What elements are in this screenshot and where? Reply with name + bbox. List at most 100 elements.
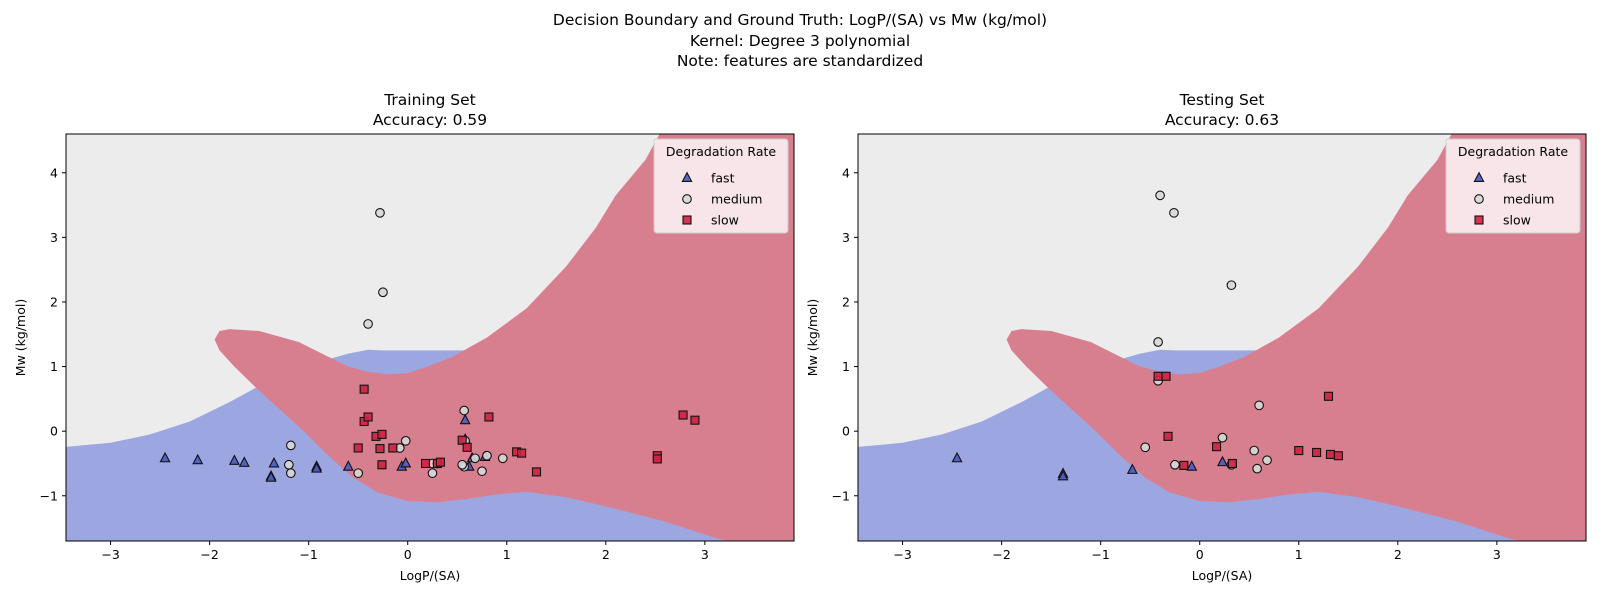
data-points [951,190,1343,481]
x-tick-label: −2 [200,547,218,562]
region-slow [1006,134,1586,541]
point-slow [517,448,527,458]
point-slow [690,415,700,425]
point-fast [159,451,171,463]
point-slow [353,443,363,453]
point-fast [265,471,277,482]
legend-marker-medium [1474,194,1484,204]
x-tick-label: 0 [404,547,412,562]
point-medium [497,453,508,464]
point-fast [1216,455,1229,467]
x-tick-label: −3 [893,547,911,562]
point-fast [192,453,204,465]
chart-panel-2: −3 −2 −1 0 1 2 3 −1 0 1 2 3 4 Testing Set Accuracy: 0.… [805,91,1587,583]
legend-marker-medium [682,194,692,204]
point-slow [1161,371,1171,381]
y-tick-label: 3 [50,230,58,245]
y-tick-label: −1 [832,488,850,503]
legend-label-fast: fast [711,171,735,186]
legend-marker-fast [1473,171,1485,182]
point-medium [363,319,373,329]
suptitle-line-1: Decision Boundary and Ground Truth: LogP… [552,11,1048,29]
y-tick-label: 4 [842,165,850,180]
point-slow [1323,391,1334,401]
point-medium [1254,400,1264,411]
legend: Degradation Rate fast medium slow [1445,138,1581,234]
point-medium [477,466,487,477]
x-tick-label: 3 [1493,547,1501,562]
chart-panel-1: −3 −2 −1 0 1 2 3 −1 0 1 2 3 4 Training Set Accuracy: 0… [13,91,795,583]
point-fast [311,462,323,473]
y-tick-label: 4 [50,165,58,180]
point-slow [1212,442,1222,452]
point-medium [1217,432,1228,443]
y-tick-label: 0 [842,424,850,439]
point-fast [400,457,412,468]
point-medium [1169,207,1179,218]
panel-subtitle: Accuracy: 0.59 [373,111,487,129]
y-axis-label: Mw (kg/mol) [13,299,28,376]
point-medium [284,459,294,470]
figure-suptitle: Decision Boundary and Ground Truth: LogP… [0,10,1600,72]
x-tick-label: 1 [1295,547,1303,562]
legend-marker-slow [682,215,692,225]
point-slow [359,384,369,394]
point-medium [1153,337,1163,347]
point-slow [1153,371,1163,381]
point-fast [1057,469,1069,481]
point-medium [375,207,385,218]
panel-title: Training Set [383,91,476,109]
y-tick-label: 2 [842,294,850,309]
point-slow [1163,431,1173,441]
legend: Degradation Rate fast medium slow [653,138,789,234]
y-axis-label: Mw (kg/mol) [805,299,820,376]
x-tick-label: 2 [602,547,610,562]
decision-regions [858,134,1586,541]
legend-label-slow: slow [711,213,739,228]
x-axis-label: LogP/(SA) [400,568,461,583]
point-medium [470,453,480,464]
point-slow [457,435,467,445]
x-tick-label: 2 [1394,547,1402,562]
axes-frame [65,133,795,542]
legend-label-slow: slow [1503,213,1531,228]
point-fast [268,457,280,468]
point-fast [459,413,471,425]
y-tick-label: 1 [50,359,58,374]
x-tick-label: 1 [503,547,511,562]
point-fast [1186,460,1198,471]
data-points [159,207,700,482]
x-tick-label: −2 [992,547,1010,562]
y-tick-label: 3 [842,230,850,245]
point-medium [1252,463,1263,474]
point-slow [462,442,472,452]
point-slow [1325,449,1336,459]
point-slow [531,467,542,477]
legend-title: Degradation Rate [666,144,777,159]
x-tick-label: −1 [1091,547,1109,562]
point-fast [342,460,354,471]
x-tick-label: −1 [299,547,317,562]
point-fast [1126,463,1138,474]
x-tick-label: 3 [701,547,709,562]
suptitle-line-3: Note: features are standardized [676,52,924,70]
point-medium [378,287,388,298]
point-slow [435,457,445,467]
point-medium [457,459,468,470]
point-medium [285,468,296,479]
point-slow [388,443,398,453]
point-fast [951,451,963,463]
axes-frame [857,133,1587,542]
point-medium [1249,445,1260,456]
panel-subtitle: Accuracy: 0.63 [1165,111,1279,129]
legend-box [653,138,789,234]
point-medium [285,440,296,451]
point-fast [228,454,240,465]
point-slow [363,412,373,422]
y-tick-label: 0 [50,424,58,439]
point-slow [1179,460,1189,470]
y-tick-label: −1 [40,488,58,503]
point-medium [1226,280,1237,291]
point-medium [1155,190,1165,201]
